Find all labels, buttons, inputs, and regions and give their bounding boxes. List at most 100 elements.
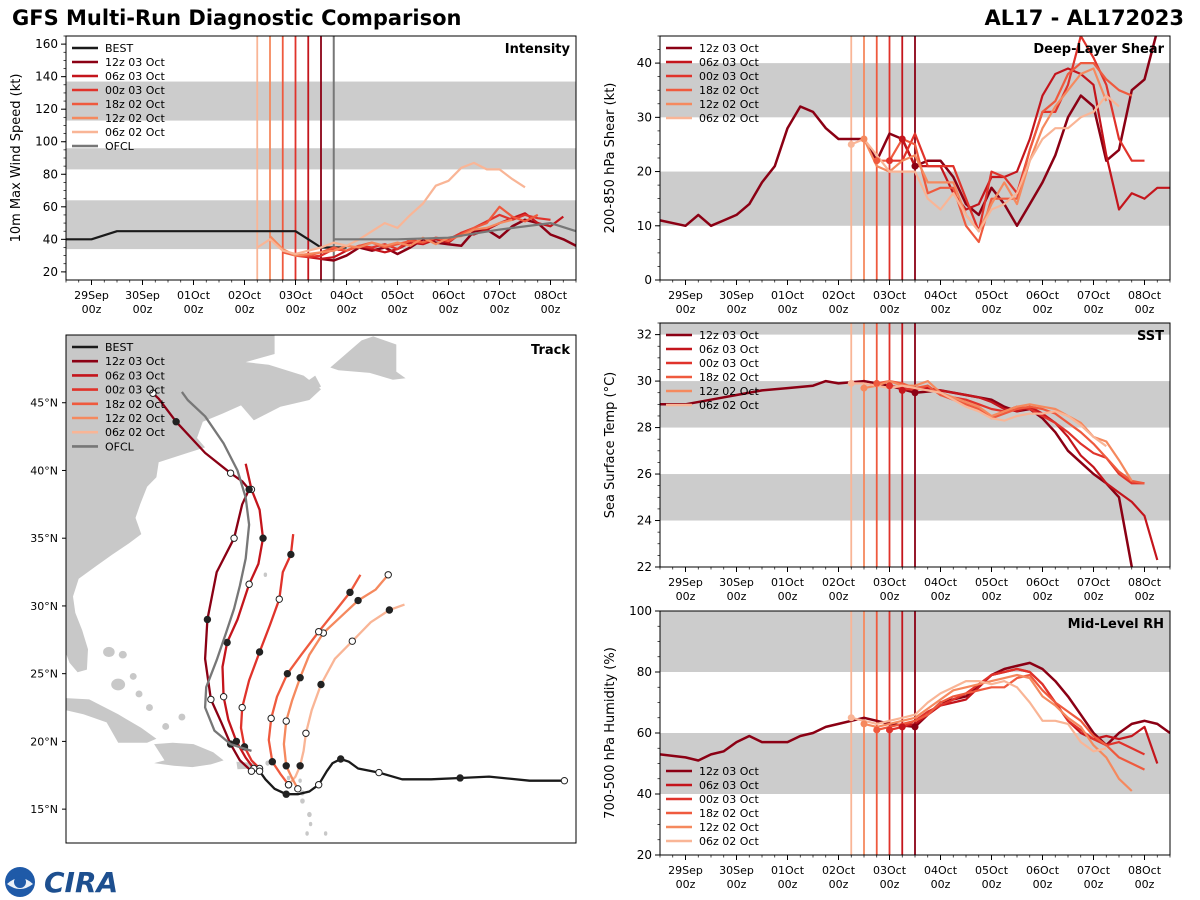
x-tick-day: 05Oct	[975, 289, 1009, 302]
y-axis-label: 200-850 hPa Shear (kt)	[603, 83, 618, 234]
series-line-06z-02-oct	[850, 94, 1120, 233]
run-start-marker	[898, 386, 906, 394]
land-island	[263, 572, 268, 577]
x-tick-time: 00z	[982, 878, 1002, 891]
series-line-18z-02-oct	[876, 673, 1145, 771]
x-tick-time: 00z	[982, 303, 1002, 316]
x-tick-day: 02Oct	[228, 289, 262, 302]
y-tick-label: 20	[637, 165, 652, 179]
track-position-marker	[302, 729, 310, 737]
y-tick-label: 120	[35, 102, 58, 116]
track-position-marker	[456, 774, 464, 782]
x-tick-day: 07Oct	[1077, 576, 1111, 589]
y-tick-label: 80	[43, 167, 58, 181]
y-tick-label: 0	[644, 273, 652, 287]
x-tick-time: 00z	[982, 590, 1002, 603]
sst-panel: 22242628303229Sep00z30Sep00z01Oct00z02Oc…	[603, 322, 1171, 603]
track-position-marker	[223, 638, 231, 647]
series-line-12z-02-oct	[863, 673, 1133, 792]
land-island	[135, 690, 143, 698]
x-tick-day: 03Oct	[873, 864, 907, 877]
land-island	[305, 831, 309, 836]
x-tick-day: 08Oct	[534, 289, 568, 302]
x-tick-day: 04Oct	[924, 576, 958, 589]
track-position-marker	[314, 781, 323, 789]
track-line-12z-02-oct	[282, 574, 390, 790]
series-line-06z-02-oct	[851, 382, 1107, 448]
y-axis-label: 700-500 hPa Humidity (%)	[603, 647, 618, 819]
x-tick-day: 06Oct	[1026, 289, 1060, 302]
y-tick-label: 22	[637, 560, 652, 574]
track-position-marker	[385, 606, 394, 614]
y-tick-label: 100	[629, 604, 652, 618]
y-tick-label: 60	[637, 726, 652, 740]
land-island	[323, 831, 328, 836]
series-line-12z-02-oct	[269, 218, 513, 257]
track-position-marker	[255, 767, 264, 775]
track-position-marker	[317, 680, 325, 689]
track-position-marker	[384, 571, 392, 579]
track-position-marker	[149, 389, 157, 397]
x-tick-time: 00z	[1084, 878, 1104, 891]
track-position-marker	[296, 674, 304, 682]
x-tick-day: 05Oct	[975, 576, 1009, 589]
legend-label: 00z 03 Oct	[699, 793, 759, 806]
x-tick-time: 00z	[778, 303, 798, 316]
series-line-12z-03-oct	[660, 36, 1158, 228]
x-tick-day: 02Oct	[822, 289, 856, 302]
track-line-18z-02-oct	[267, 574, 362, 786]
y-axis-label: Sea Surface Temp (°C)	[603, 372, 618, 519]
y-tick-label: 24	[637, 514, 652, 528]
x-tick-day: 04Oct	[924, 289, 958, 302]
legend-label: BEST	[105, 42, 133, 55]
lat-tick-label: 15°N	[30, 803, 58, 816]
legend-label: 18z 02 Oct	[699, 84, 759, 97]
legend-label: 06z 02 Oct	[699, 835, 759, 848]
lat-tick-label: 35°N	[30, 532, 58, 545]
x-tick-day: 29Sep	[668, 864, 703, 877]
land-cape-breton	[303, 375, 321, 396]
legend-label: 06z 02 Oct	[105, 426, 165, 439]
x-tick-day: 01Oct	[177, 289, 211, 302]
x-tick-day: 29Sep	[74, 289, 109, 302]
x-tick-time: 00z	[727, 303, 747, 316]
legend-label: 12z 02 Oct	[699, 821, 759, 834]
series-line-best	[66, 230, 347, 249]
run-start-marker	[873, 157, 881, 165]
storm-id: AL17 - AL172023	[984, 6, 1185, 30]
legend-label: 06z 02 Oct	[699, 112, 759, 125]
land-island	[178, 713, 186, 721]
x-tick-day: 30Sep	[719, 289, 754, 302]
track-position-marker	[226, 469, 235, 477]
x-tick-time: 00z	[931, 878, 951, 891]
legend-label: 06z 02 Oct	[105, 126, 165, 139]
x-tick-day: 08Oct	[1128, 864, 1162, 877]
x-tick-time: 00z	[778, 590, 798, 603]
track-position-marker	[245, 485, 253, 494]
map-frame	[65, 334, 577, 844]
run-start-marker	[873, 379, 881, 387]
track-position-marker	[203, 615, 212, 624]
x-tick-time: 00z	[541, 303, 561, 316]
x-tick-time: 00z	[880, 878, 900, 891]
legend-label: 06z 03 Oct	[105, 70, 165, 83]
y-tick-label: 140	[35, 70, 58, 84]
land-island	[118, 650, 127, 659]
x-tick-time: 00z	[1135, 303, 1155, 316]
track-position-marker	[284, 781, 293, 789]
track-position-marker	[230, 534, 238, 542]
x-tick-time: 00z	[676, 303, 696, 316]
track-position-marker	[232, 737, 241, 746]
land-island	[103, 646, 115, 658]
legend-label: 12z 03 Oct	[105, 56, 165, 69]
legend-label: 06z 03 Oct	[699, 343, 759, 356]
legend-label: 00z 03 Oct	[105, 84, 165, 97]
lat-tick-label: 45°N	[30, 397, 58, 410]
x-tick-day: 07Oct	[1077, 289, 1111, 302]
x-tick-day: 30Sep	[719, 576, 754, 589]
x-tick-day: 02Oct	[822, 864, 856, 877]
series-line-18z-02-oct	[876, 61, 1133, 244]
x-tick-time: 00z	[286, 303, 306, 316]
legend-label: 18z 02 Oct	[105, 98, 165, 111]
